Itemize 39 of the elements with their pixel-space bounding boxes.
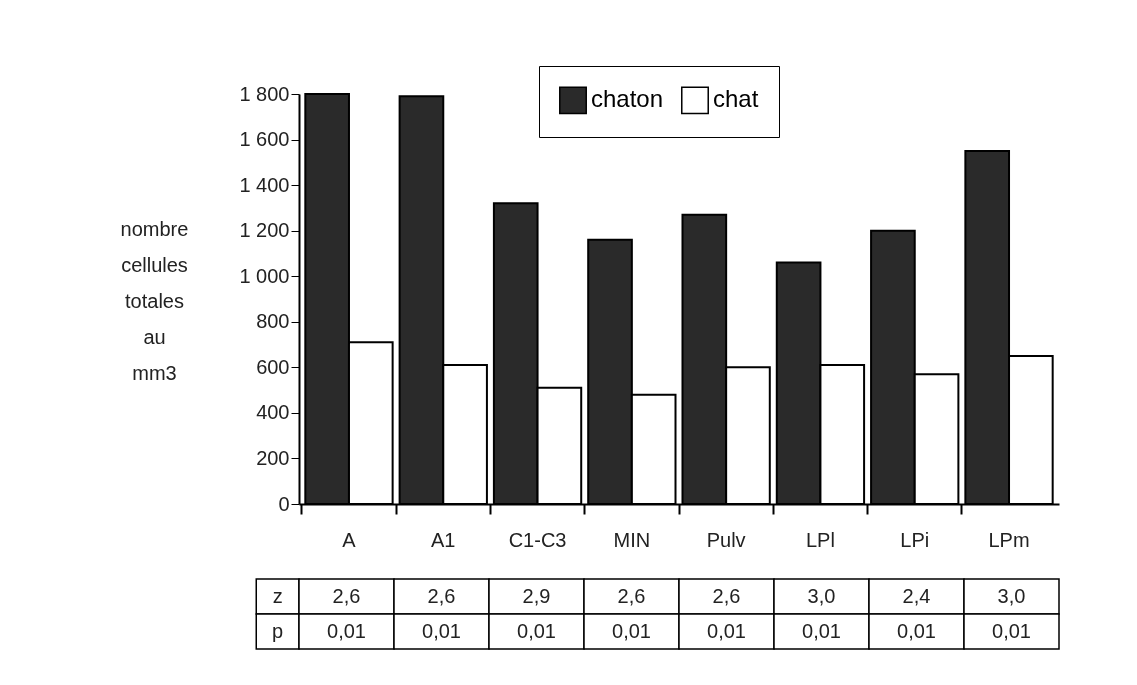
text: 2,6 bbox=[332, 584, 361, 607]
text: 2,6 bbox=[617, 584, 646, 607]
y-tick-label: 800 bbox=[256, 310, 290, 333]
x-tick-label: Pulv bbox=[706, 528, 746, 551]
x-tick-label: LPm bbox=[988, 528, 1030, 551]
text: 0,01 bbox=[707, 619, 746, 642]
y-tick-label: 400 bbox=[256, 401, 290, 424]
y-axis-title: nombre cellules totales au mm3 bbox=[120, 217, 189, 384]
text: 3,0 bbox=[807, 584, 836, 607]
text: 0,01 bbox=[897, 619, 936, 642]
text: 0,01 bbox=[802, 619, 841, 642]
y-tick-label: 200 bbox=[256, 446, 290, 469]
y-tick-label: 1 200 bbox=[239, 219, 290, 242]
text: 0,01 bbox=[422, 619, 461, 642]
y-tick-label: 1 000 bbox=[239, 264, 290, 287]
text: 0,01 bbox=[517, 619, 556, 642]
y-tick-label: 1 400 bbox=[239, 173, 290, 196]
x-tick-label: MIN bbox=[613, 528, 651, 551]
text: p bbox=[272, 619, 284, 642]
y-tick-label: 1 800 bbox=[239, 82, 290, 105]
x-tick-label: A1 bbox=[431, 528, 456, 551]
x-tick-label: LPi bbox=[900, 528, 930, 551]
text: 2,9 bbox=[522, 584, 551, 607]
x-tick-label: A bbox=[342, 528, 357, 551]
text: 0,01 bbox=[612, 619, 651, 642]
text: 3,0 bbox=[997, 584, 1026, 607]
text: 0,01 bbox=[327, 619, 366, 642]
legend-label: chat bbox=[713, 85, 759, 113]
y-tick-label: 600 bbox=[256, 355, 290, 378]
y-tick-label: 0 bbox=[278, 492, 290, 515]
y-tick-label: 1 600 bbox=[239, 128, 290, 151]
x-tick-label: LPl bbox=[805, 528, 835, 551]
text: 0,01 bbox=[992, 619, 1031, 642]
legend-label: chaton bbox=[591, 85, 664, 113]
text: 2,4 bbox=[902, 584, 931, 607]
text: 2,6 bbox=[427, 584, 456, 607]
text: 2,6 bbox=[712, 584, 741, 607]
text: z bbox=[272, 584, 283, 607]
x-tick-label: C1-C3 bbox=[508, 528, 567, 551]
